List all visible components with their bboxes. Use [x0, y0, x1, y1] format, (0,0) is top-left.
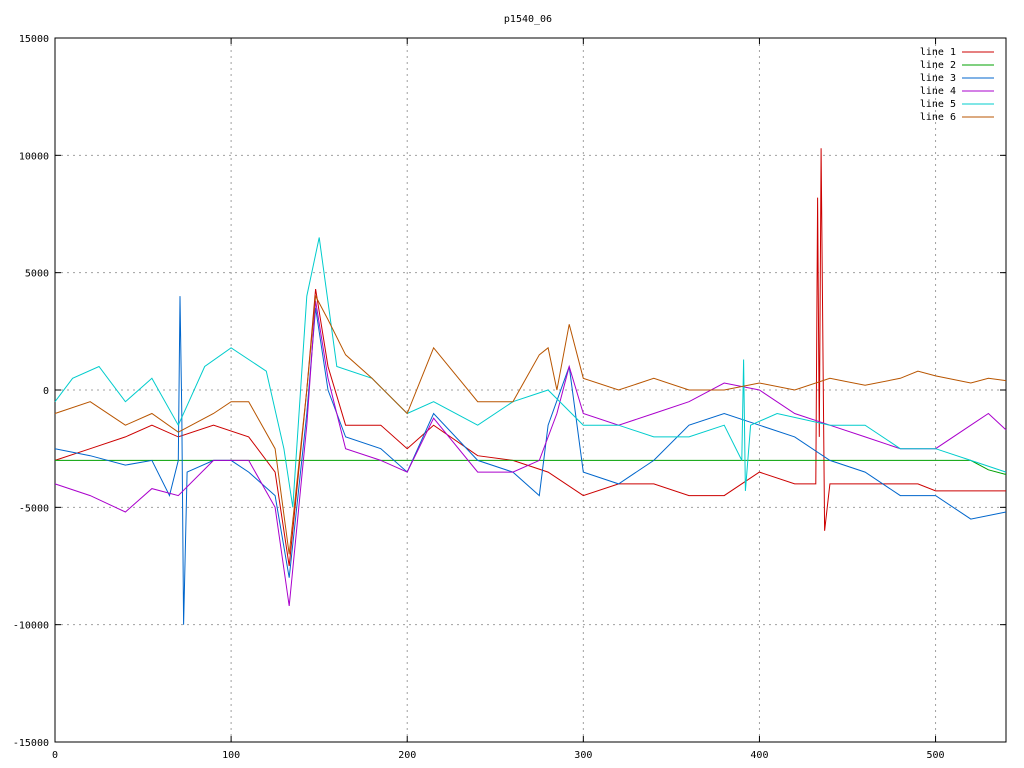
y-tick-label: 0	[43, 386, 49, 397]
series-line-6	[54, 294, 1007, 555]
y-tick-label: 15000	[19, 34, 49, 45]
x-tick-label: 0	[52, 750, 58, 761]
y-tick-label: 10000	[19, 151, 49, 162]
axes: 0 100 200 300 400 500 -15000 -10000 -5000 0 5000 10…	[13, 34, 1007, 761]
series-line-5	[54, 237, 1007, 508]
legend: line 1 line 2 line 3 line 4 line 5 line 6	[920, 47, 994, 123]
y-tick-label: -5000	[19, 503, 49, 514]
series-line-4	[54, 300, 1007, 606]
x-tick-label: 200	[398, 750, 416, 761]
legend-label-6: line 6	[920, 112, 956, 123]
series-lines	[54, 148, 1007, 625]
y-tick-label: -15000	[13, 738, 49, 749]
y-tick-label: -10000	[13, 621, 49, 632]
x-tick-label: 300	[574, 750, 592, 761]
grid	[55, 38, 1006, 742]
series-line-2	[55, 459, 1007, 475]
legend-label-2: line 2	[920, 60, 956, 71]
legend-label-3: line 3	[920, 73, 956, 84]
chart-title: p1540_06	[504, 14, 552, 25]
x-tick-label: 500	[927, 750, 945, 761]
legend-label-1: line 1	[920, 47, 956, 58]
legend-label-4: line 4	[920, 86, 956, 97]
x-tick-label: 400	[750, 750, 768, 761]
series-line-3	[54, 296, 1007, 625]
x-tick-label: 100	[222, 750, 240, 761]
y-tick-label: 5000	[25, 269, 49, 280]
legend-label-5: line 5	[920, 99, 956, 110]
series-line-1	[54, 148, 1006, 567]
